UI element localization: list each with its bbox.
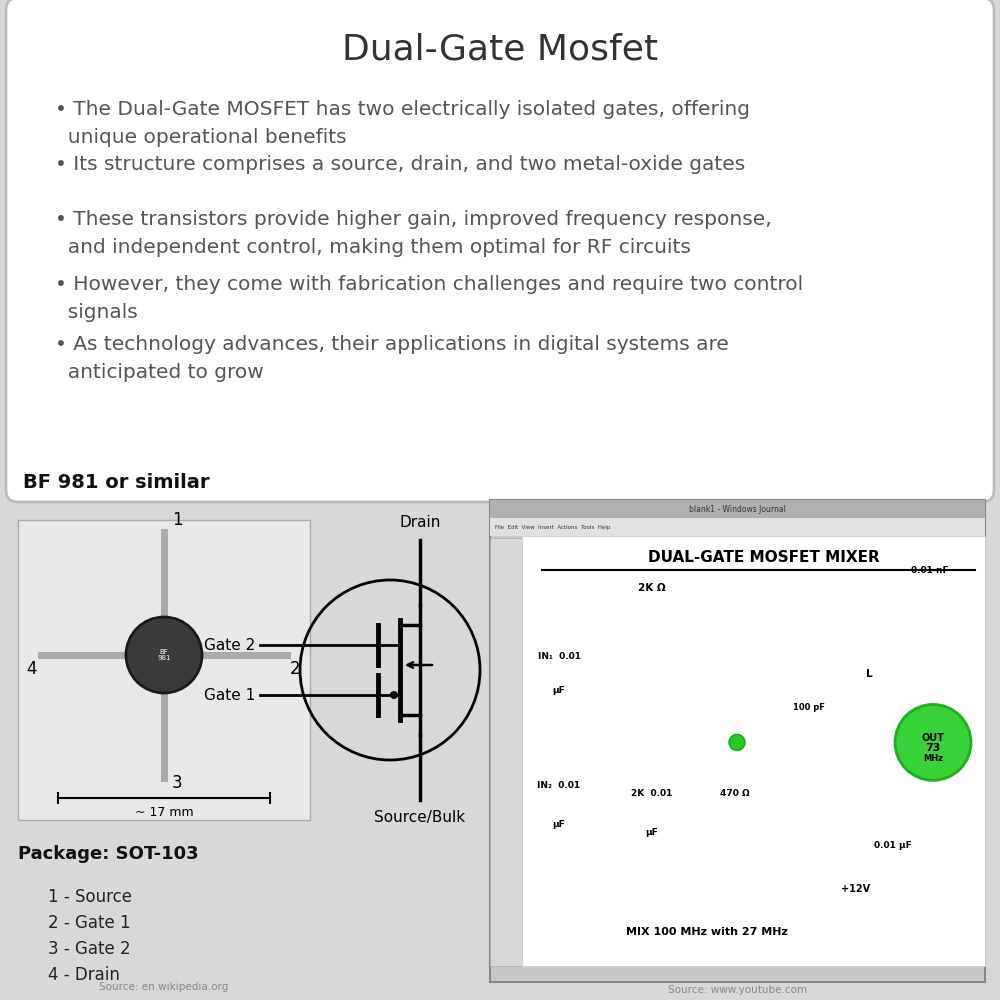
Text: Gate 2: Gate 2 (204, 638, 255, 652)
Text: 1: 1 (172, 511, 183, 529)
Text: File  Edit  View  Insert  Actions  Tools  Help: File Edit View Insert Actions Tools Help (495, 524, 610, 530)
Text: Source: www.youtube.com: Source: www.youtube.com (668, 985, 807, 995)
Text: 0.01 μF: 0.01 μF (874, 841, 911, 850)
FancyBboxPatch shape (490, 538, 522, 966)
Text: 1 - Source: 1 - Source (48, 888, 132, 906)
Text: blank1 - Windows Journal: blank1 - Windows Journal (689, 504, 786, 514)
Text: anticipated to grow: anticipated to grow (55, 363, 264, 382)
Text: μF: μF (645, 828, 658, 837)
FancyBboxPatch shape (522, 536, 985, 966)
Text: • However, they come with fabrication challenges and require two control: • However, they come with fabrication ch… (55, 275, 803, 294)
Text: MHz: MHz (923, 754, 943, 763)
Text: Source/Bulk: Source/Bulk (374, 810, 466, 825)
Text: 3: 3 (172, 774, 183, 792)
FancyBboxPatch shape (18, 520, 310, 820)
Text: and independent control, making them optimal for RF circuits: and independent control, making them opt… (55, 238, 691, 257)
Text: signals: signals (55, 303, 138, 322)
Text: BF
981: BF 981 (157, 648, 171, 662)
Text: +12V: +12V (841, 884, 870, 894)
Text: MIX 100 MHz with 27 MHz: MIX 100 MHz with 27 MHz (626, 927, 788, 937)
Circle shape (895, 704, 971, 780)
FancyBboxPatch shape (490, 500, 985, 982)
Text: 4: 4 (26, 660, 36, 678)
Text: IN₁  0.01: IN₁ 0.01 (538, 652, 581, 661)
Text: • The Dual-Gate MOSFET has two electrically isolated gates, offering: • The Dual-Gate MOSFET has two electrica… (55, 100, 750, 119)
Text: ~ 17 mm: ~ 17 mm (135, 806, 193, 819)
Text: Source: en.wikipedia.org: Source: en.wikipedia.org (99, 982, 229, 992)
Text: IN₂  0.01: IN₂ 0.01 (537, 781, 581, 790)
FancyBboxPatch shape (490, 518, 985, 536)
Text: Gate 1: Gate 1 (204, 688, 255, 702)
FancyBboxPatch shape (6, 0, 994, 502)
Text: 2K  0.01: 2K 0.01 (631, 790, 672, 798)
Text: unique operational benefits: unique operational benefits (55, 128, 347, 147)
Text: • These transistors provide higher gain, improved frequency response,: • These transistors provide higher gain,… (55, 210, 772, 229)
Text: • Its structure comprises a source, drain, and two metal-oxide gates: • Its structure comprises a source, drai… (55, 155, 745, 174)
Text: 0.01 nF: 0.01 nF (911, 566, 948, 575)
Text: • As technology advances, their applications in digital systems are: • As technology advances, their applicat… (55, 335, 729, 354)
Text: 100 pF: 100 pF (793, 704, 825, 712)
Circle shape (126, 617, 202, 693)
Text: 73: 73 (925, 743, 941, 753)
Text: Package: SOT-103: Package: SOT-103 (18, 845, 199, 863)
Text: Dual-Gate Mosfet: Dual-Gate Mosfet (342, 33, 658, 67)
Text: 3 - Gate 2: 3 - Gate 2 (48, 940, 131, 958)
Text: μF: μF (553, 686, 565, 695)
Text: Drain: Drain (399, 515, 441, 530)
Text: 2: 2 (290, 660, 301, 678)
FancyBboxPatch shape (490, 500, 985, 518)
Text: DUAL-GATE MOSFET MIXER: DUAL-GATE MOSFET MIXER (648, 550, 879, 566)
Text: L: L (866, 669, 873, 679)
Text: 4 - Drain: 4 - Drain (48, 966, 120, 984)
Text: 470 Ω: 470 Ω (720, 790, 750, 798)
Text: BF 981 or similar: BF 981 or similar (23, 473, 210, 492)
Circle shape (390, 691, 398, 699)
Text: OUT: OUT (922, 733, 944, 743)
Circle shape (729, 734, 745, 750)
Text: 2 - Gate 1: 2 - Gate 1 (48, 914, 131, 932)
Text: 2K Ω: 2K Ω (638, 583, 665, 593)
Text: μF: μF (553, 820, 565, 829)
